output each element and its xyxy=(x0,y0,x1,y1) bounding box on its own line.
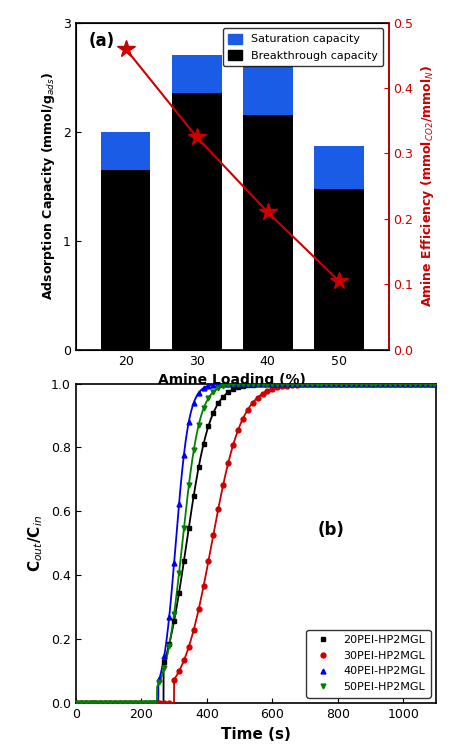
40PEI-HP2MGL xyxy=(191,399,197,408)
20PEI-HP2MGL xyxy=(146,699,152,708)
50PEI-HP2MGL xyxy=(191,446,197,455)
20PEI-HP2MGL xyxy=(274,379,280,388)
Bar xyxy=(243,115,293,350)
40PEI-HP2MGL xyxy=(432,379,438,388)
40PEI-HP2MGL xyxy=(146,699,152,708)
40PEI-HP2MGL xyxy=(417,379,422,388)
50PEI-HP2MGL xyxy=(270,379,275,388)
20PEI-HP2MGL xyxy=(432,379,438,388)
30PEI-HP2MGL xyxy=(274,383,280,392)
40PEI-HP2MGL xyxy=(274,379,280,388)
Bar xyxy=(100,132,151,170)
20PEI-HP2MGL xyxy=(191,491,197,500)
20PEI-HP2MGL xyxy=(397,379,403,388)
50PEI-HP2MGL xyxy=(152,699,157,708)
30PEI-HP2MGL xyxy=(397,379,403,388)
40PEI-HP2MGL xyxy=(397,379,403,388)
Line: 40PEI-HP2MGL: 40PEI-HP2MGL xyxy=(73,381,437,705)
Bar xyxy=(314,146,364,190)
30PEI-HP2MGL xyxy=(73,699,79,708)
Y-axis label: Adsorption Capacity (mmol/g$_{ads}$): Adsorption Capacity (mmol/g$_{ads}$) xyxy=(40,72,57,300)
50PEI-HP2MGL xyxy=(73,699,79,708)
20PEI-HP2MGL xyxy=(73,699,79,708)
30PEI-HP2MGL xyxy=(146,699,152,708)
Legend: 20PEI-HP2MGL, 30PEI-HP2MGL, 40PEI-HP2MGL, 50PEI-HP2MGL: 20PEI-HP2MGL, 30PEI-HP2MGL, 40PEI-HP2MGL… xyxy=(306,629,430,698)
40PEI-HP2MGL xyxy=(270,379,275,388)
50PEI-HP2MGL xyxy=(274,379,280,388)
30PEI-HP2MGL xyxy=(432,379,438,388)
Legend: Saturation capacity, Breakthrough capacity: Saturation capacity, Breakthrough capaci… xyxy=(223,28,383,66)
Bar xyxy=(314,190,364,350)
Bar xyxy=(243,66,293,115)
X-axis label: Time (s): Time (s) xyxy=(221,726,291,741)
Bar xyxy=(172,56,221,93)
30PEI-HP2MGL xyxy=(152,699,157,708)
50PEI-HP2MGL xyxy=(432,379,438,388)
Bar xyxy=(100,170,151,350)
Text: (b): (b) xyxy=(317,521,344,539)
50PEI-HP2MGL xyxy=(146,699,152,708)
30PEI-HP2MGL xyxy=(191,625,197,634)
Text: (a): (a) xyxy=(88,32,115,50)
Line: 50PEI-HP2MGL: 50PEI-HP2MGL xyxy=(73,381,437,705)
40PEI-HP2MGL xyxy=(152,699,157,708)
X-axis label: Amine Loading (%): Amine Loading (%) xyxy=(158,373,306,387)
Line: 30PEI-HP2MGL: 30PEI-HP2MGL xyxy=(73,381,437,705)
Y-axis label: C$_{out}$/C$_{in}$: C$_{out}$/C$_{in}$ xyxy=(27,514,46,572)
Line: 20PEI-HP2MGL: 20PEI-HP2MGL xyxy=(73,381,437,705)
40PEI-HP2MGL xyxy=(73,699,79,708)
Bar xyxy=(172,93,221,350)
30PEI-HP2MGL xyxy=(270,384,275,393)
20PEI-HP2MGL xyxy=(270,379,275,388)
20PEI-HP2MGL xyxy=(152,699,157,708)
50PEI-HP2MGL xyxy=(397,379,403,388)
Y-axis label: Amine Efficiency (mmol$_{CO2}$/mmol$_{N}$): Amine Efficiency (mmol$_{CO2}$/mmol$_{N}… xyxy=(419,65,436,308)
